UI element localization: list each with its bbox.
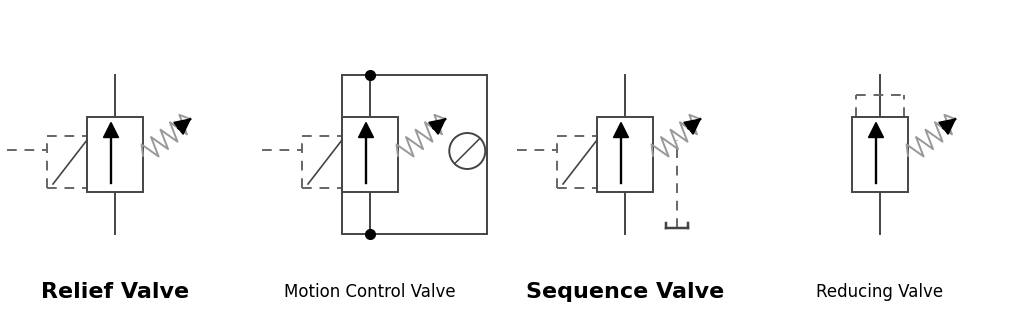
Text: Reducing Valve: Reducing Valve <box>816 283 943 301</box>
Text: Sequence Valve: Sequence Valve <box>526 282 724 302</box>
Bar <box>342 75 487 233</box>
Bar <box>852 116 908 192</box>
Polygon shape <box>684 119 700 134</box>
Text: Relief Valve: Relief Valve <box>41 282 189 302</box>
Polygon shape <box>103 123 119 138</box>
Polygon shape <box>358 123 374 138</box>
Polygon shape <box>174 119 190 134</box>
Bar <box>87 116 143 192</box>
Bar <box>597 116 653 192</box>
Polygon shape <box>613 123 629 138</box>
Polygon shape <box>868 123 884 138</box>
Text: Motion Control Valve: Motion Control Valve <box>285 283 456 301</box>
Bar <box>342 116 398 192</box>
Polygon shape <box>429 119 445 134</box>
Polygon shape <box>939 119 955 134</box>
